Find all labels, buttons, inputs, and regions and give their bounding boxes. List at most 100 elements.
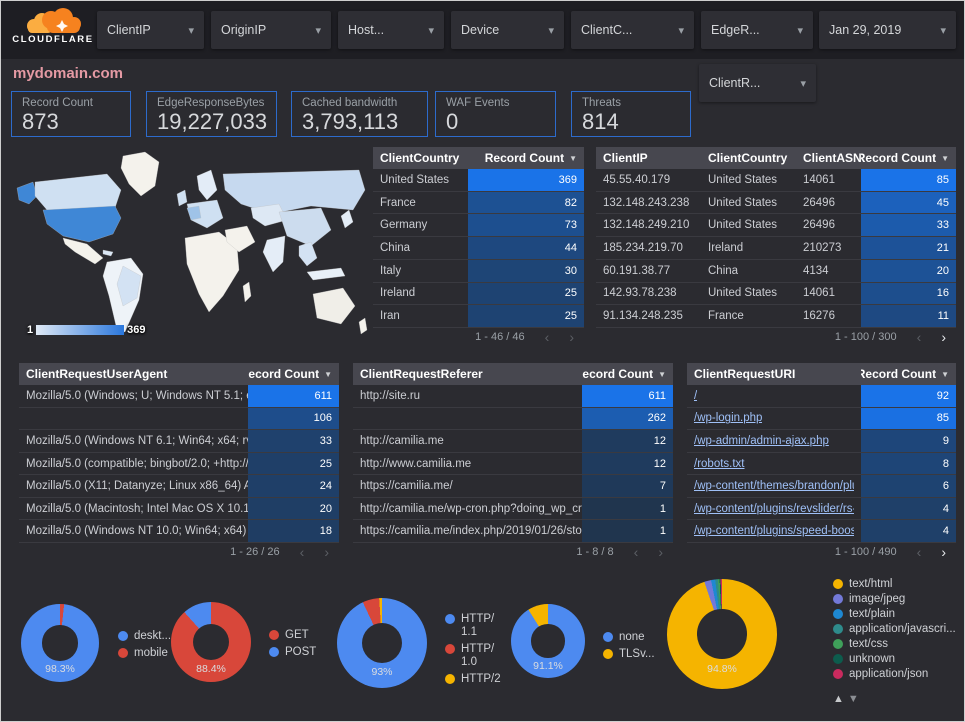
table-row: Iran 25 (373, 305, 584, 329)
scorecard-value: 3,793,113 (302, 109, 399, 134)
table-row: http://camilia.me/wp-cron.php?doing_wp_c… (353, 497, 673, 521)
record-count-cell: 85 (861, 407, 956, 430)
table-row: /wp-admin/admin-ajax.php 9 (687, 430, 956, 453)
column-header-clientcountry[interactable]: ClientCountry (708, 151, 788, 165)
date-range-filter[interactable]: Jan 29, 2019 ▾ (819, 11, 956, 49)
column-header-record-count[interactable]: Record Count▼ (861, 151, 949, 165)
data-cell: United States (708, 196, 778, 209)
legend-color-dot (445, 614, 455, 624)
scorecard-value: 19,227,033 (157, 109, 268, 134)
column-header-clientasn[interactable]: ClientASN (803, 151, 861, 165)
legend-color-dot (445, 644, 455, 654)
uri-link[interactable]: /robots.txt (694, 457, 745, 470)
table-body: / 92/wp-login.php 85/wp-admin/admin-ajax.p… (687, 385, 956, 544)
filter-bar: ClientIP ▾ OriginIP ▾ Host... ▾ Device ▾ ClientC… (97, 11, 813, 49)
data-cell: http://www.camilia.me (360, 457, 472, 470)
data-cell: France (708, 310, 744, 323)
pagination-prev-icon[interactable]: ‹ (633, 544, 639, 560)
scorecard-cached-bandwidth: Cached bandwidth 3,793,113 (291, 91, 428, 137)
filter-chip-device[interactable]: Device ▾ (451, 11, 564, 49)
column-header-clientcountry[interactable]: ClientCountry (380, 151, 460, 165)
table-row: Mozilla/5.0 (Windows NT 6.1; Win64; x64;… (19, 430, 339, 453)
filter-chip-clientc[interactable]: ClientC... ▾ (571, 11, 694, 49)
pagination-next-icon[interactable]: › (324, 544, 329, 560)
pagination-prev-icon[interactable]: ‹ (299, 544, 305, 560)
legend-label: GET (285, 629, 309, 641)
filter-chip-originip[interactable]: OriginIP ▾ (211, 11, 331, 49)
table-header: ClientRequestReferer Record Count▼ (353, 363, 673, 385)
sort-desc-icon[interactable]: ▼ (658, 369, 666, 379)
legend-color-dot (445, 674, 455, 684)
uri-link[interactable]: / (694, 389, 698, 402)
column-header-clientrequestreferer[interactable]: ClientRequestReferer (360, 367, 483, 381)
record-count-cell: 12 (582, 430, 673, 452)
filter-chip-edger[interactable]: EdgeR... ▾ (701, 11, 813, 49)
uri-link[interactable]: /wp-content/themes/brandon/plu... (694, 480, 854, 493)
uri-link[interactable]: /wp-content/plugins/revslider/rs-p... (694, 502, 854, 515)
world-map[interactable] (11, 146, 371, 346)
column-header-clientrequesturi[interactable]: ClientRequestURI (694, 367, 796, 381)
pagination-prev-icon[interactable]: ‹ (916, 544, 922, 560)
data-cell: 26496 (803, 219, 835, 232)
table-row: 142.93.78.238 United States 14061 16 (596, 282, 956, 306)
filter-chip-clientip[interactable]: ClientIP ▾ (97, 11, 204, 49)
column-header-record-count[interactable]: Record Count▼ (582, 367, 666, 381)
legend-color-dot (118, 648, 128, 658)
dropdown-caret-icon: ▾ (940, 24, 946, 37)
sort-desc-icon[interactable]: ▼ (941, 153, 949, 163)
dropdown-caret-icon: ▾ (315, 24, 321, 37)
pagination-prev-icon[interactable]: ‹ (916, 329, 922, 345)
filter-chip-clientrequest[interactable]: ClientR... ▾ (699, 64, 816, 102)
sort-desc-icon[interactable]: ▼ (569, 153, 577, 163)
client-ip-table: ClientIP ClientCountry ClientASN Record Cou… (596, 147, 956, 346)
scorecard-record-count: Record Count 873 (11, 91, 131, 137)
pagination-next-icon[interactable]: › (941, 544, 946, 560)
scorecard-threats: Threats 814 (571, 91, 691, 137)
uri-link[interactable]: /wp-admin/admin-ajax.php (694, 434, 829, 447)
legend-label: mobile (134, 647, 168, 659)
table-row: /wp-login.php 85 (687, 407, 956, 431)
pagination-next-icon[interactable]: › (658, 544, 663, 560)
filter-chip-host[interactable]: Host... ▾ (338, 11, 444, 49)
sort-desc-icon[interactable]: ▼ (324, 369, 332, 379)
record-count-cell: 30 (468, 259, 584, 282)
legend-scroll-down-icon[interactable]: ▼ (847, 693, 859, 705)
column-header-record-count[interactable]: Record Count▼ (248, 367, 332, 381)
data-cell: 185.234.219.70 (603, 242, 683, 255)
legend-label: text/css (849, 638, 888, 650)
table-row: 132.148.243.238 United States 26496 45 (596, 191, 956, 215)
table-row: / 92 (687, 385, 956, 408)
table-row: Germany 73 (373, 214, 584, 238)
data-cell: 14061 (803, 287, 835, 300)
scorecard-value: 814 (582, 109, 619, 134)
legend-label: none (619, 631, 645, 643)
column-header-clientip[interactable]: ClientIP (603, 151, 648, 165)
column-header-clientrequestuseragent[interactable]: ClientRequestUserAgent (26, 367, 168, 381)
legend-item: POST (269, 646, 316, 659)
legend-scroll-up-icon[interactable]: ▲ (833, 693, 844, 705)
pagination-next-icon[interactable]: › (569, 329, 574, 345)
uri-link[interactable]: /wp-login.php (694, 412, 763, 425)
column-header-record-count[interactable]: Record Count▼ (861, 367, 949, 381)
filter-label: OriginIP (221, 23, 267, 37)
table-row: /wp-content/themes/brandon/plu... 6 (687, 475, 956, 498)
legend-item: GET (269, 629, 316, 642)
dropdown-caret-icon: ▾ (188, 24, 194, 37)
legend-label: unknown (849, 653, 896, 665)
uri-link[interactable]: /wp-content/plugins/speed-booste... (694, 525, 854, 538)
data-cell (353, 408, 582, 430)
pagination-prev-icon[interactable]: ‹ (544, 329, 550, 345)
donut-device-type[interactable]: 98.3% (21, 604, 99, 682)
donut-http-method[interactable]: 88.4% (171, 602, 251, 682)
filter-label: ClientR... (709, 76, 761, 90)
brand-text: CLOUDFLARE (12, 34, 94, 45)
donut-tls-version[interactable]: 91.1% (511, 604, 585, 678)
data-cell: Iran (380, 310, 400, 323)
column-header-record-count[interactable]: Record Count▼ (484, 151, 577, 165)
donut-content-type[interactable]: 94.8% (667, 579, 777, 689)
sort-desc-icon[interactable]: ▼ (941, 369, 949, 379)
donut-hole (42, 625, 78, 661)
donut-http-version[interactable]: 93% (337, 598, 427, 688)
table-row: 185.234.219.70 Ireland 210273 21 (596, 237, 956, 260)
pagination-next-icon[interactable]: › (941, 329, 946, 345)
